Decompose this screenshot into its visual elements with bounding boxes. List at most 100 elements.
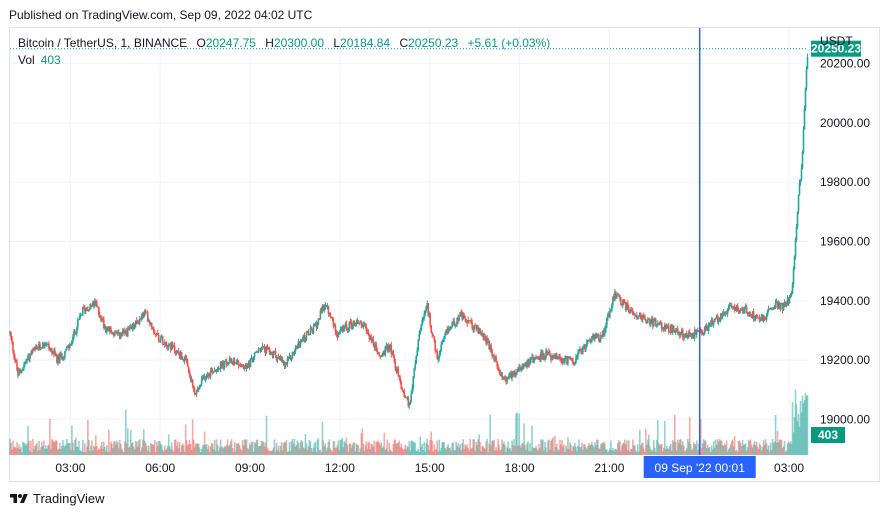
volume-bar xyxy=(346,444,349,455)
volume-bar xyxy=(406,446,409,455)
candle-body xyxy=(66,347,68,350)
candle-body xyxy=(544,357,546,359)
volume-bar xyxy=(181,443,184,455)
candle-body xyxy=(419,330,422,335)
candle-body xyxy=(782,304,785,311)
candle-body xyxy=(367,331,370,334)
volume-bar xyxy=(561,440,563,455)
candle-body xyxy=(450,326,452,328)
volume-bar xyxy=(702,439,705,455)
candle-body xyxy=(410,393,413,403)
candle-body xyxy=(162,343,165,345)
candle-body xyxy=(571,359,573,361)
volume-bar xyxy=(332,441,335,455)
candle-body xyxy=(27,355,29,360)
candle-body xyxy=(449,326,451,330)
candle-body xyxy=(329,312,332,317)
volume-bar xyxy=(760,450,763,455)
candle-body xyxy=(334,324,337,332)
volume-bar xyxy=(33,448,35,455)
symbol-name[interactable]: Bitcoin / TetherUS, 1, BINANCE xyxy=(18,36,188,50)
tradingview-logo-icon[interactable] xyxy=(9,492,29,506)
volume-bar xyxy=(456,446,458,455)
volume-bar xyxy=(521,443,523,455)
candle-body xyxy=(318,318,321,320)
volume-bar xyxy=(232,451,235,455)
volume-bar xyxy=(50,448,52,455)
candle-body xyxy=(646,320,648,323)
candle-body xyxy=(168,344,171,346)
candle-body xyxy=(222,361,225,368)
volume-bar xyxy=(739,443,742,455)
candle-body xyxy=(68,345,70,348)
volume-bar xyxy=(642,442,644,455)
volume-bar xyxy=(369,449,372,455)
candle-body xyxy=(343,326,346,332)
candle-body xyxy=(340,329,343,331)
volume-bar xyxy=(133,449,136,455)
volume-bar xyxy=(578,439,580,455)
candle-body xyxy=(605,325,607,330)
volume-bar xyxy=(711,449,714,455)
volume-bar xyxy=(662,447,665,455)
volume-bar xyxy=(99,449,101,455)
volume-bar xyxy=(479,441,481,455)
volume-bar xyxy=(571,451,573,455)
candle-body xyxy=(590,340,592,342)
candle-body xyxy=(480,333,482,335)
volume-bar xyxy=(43,440,45,455)
candle-body xyxy=(85,308,87,312)
candle-body xyxy=(648,318,651,325)
candle-body xyxy=(256,351,259,353)
candle-body xyxy=(592,335,594,337)
candle-body xyxy=(381,354,384,356)
candles xyxy=(9,53,809,409)
candle-body xyxy=(148,321,151,324)
volume-bar xyxy=(707,448,710,455)
volume-bar xyxy=(554,435,556,455)
volume-bar xyxy=(773,441,776,455)
volume-bar xyxy=(700,448,703,455)
volume-bar xyxy=(729,444,732,455)
candle-body xyxy=(204,377,207,380)
volume-bar xyxy=(805,396,808,455)
candle-body xyxy=(752,311,755,320)
candle-body xyxy=(81,314,83,316)
candle-body xyxy=(547,351,549,355)
candle-body xyxy=(628,308,630,313)
volume-bar xyxy=(320,452,323,455)
candle-body xyxy=(31,350,33,355)
candle-body xyxy=(757,317,760,319)
volume-bar xyxy=(469,438,471,455)
candle-body xyxy=(53,350,55,354)
candle-body xyxy=(478,328,480,333)
candle-body xyxy=(531,356,533,359)
volume-bar xyxy=(199,452,202,455)
candle-body xyxy=(146,312,149,322)
candle-body xyxy=(384,346,387,356)
volume-bar xyxy=(520,447,522,455)
volume-bar xyxy=(659,444,662,455)
volume-bar xyxy=(495,447,497,455)
volume-bar xyxy=(626,440,628,455)
brand-name[interactable]: TradingView xyxy=(33,491,105,506)
candle-body xyxy=(201,377,204,379)
candle-body xyxy=(561,360,563,364)
volume-bar xyxy=(710,445,713,455)
volume-bar xyxy=(307,446,310,455)
candle-body xyxy=(383,351,386,356)
high-value: 20300.00 xyxy=(273,36,325,50)
candle-body xyxy=(789,295,792,297)
candle-body xyxy=(165,344,168,347)
volume-bar xyxy=(677,442,680,455)
candle-body xyxy=(47,343,49,345)
candle-body xyxy=(483,335,485,338)
candle-body xyxy=(273,351,276,353)
volume-bar xyxy=(74,440,76,455)
candle-body xyxy=(691,333,694,338)
candle-body xyxy=(354,324,357,326)
volume-bar xyxy=(327,441,330,455)
candle-body xyxy=(322,305,325,311)
candle-body xyxy=(589,340,591,342)
